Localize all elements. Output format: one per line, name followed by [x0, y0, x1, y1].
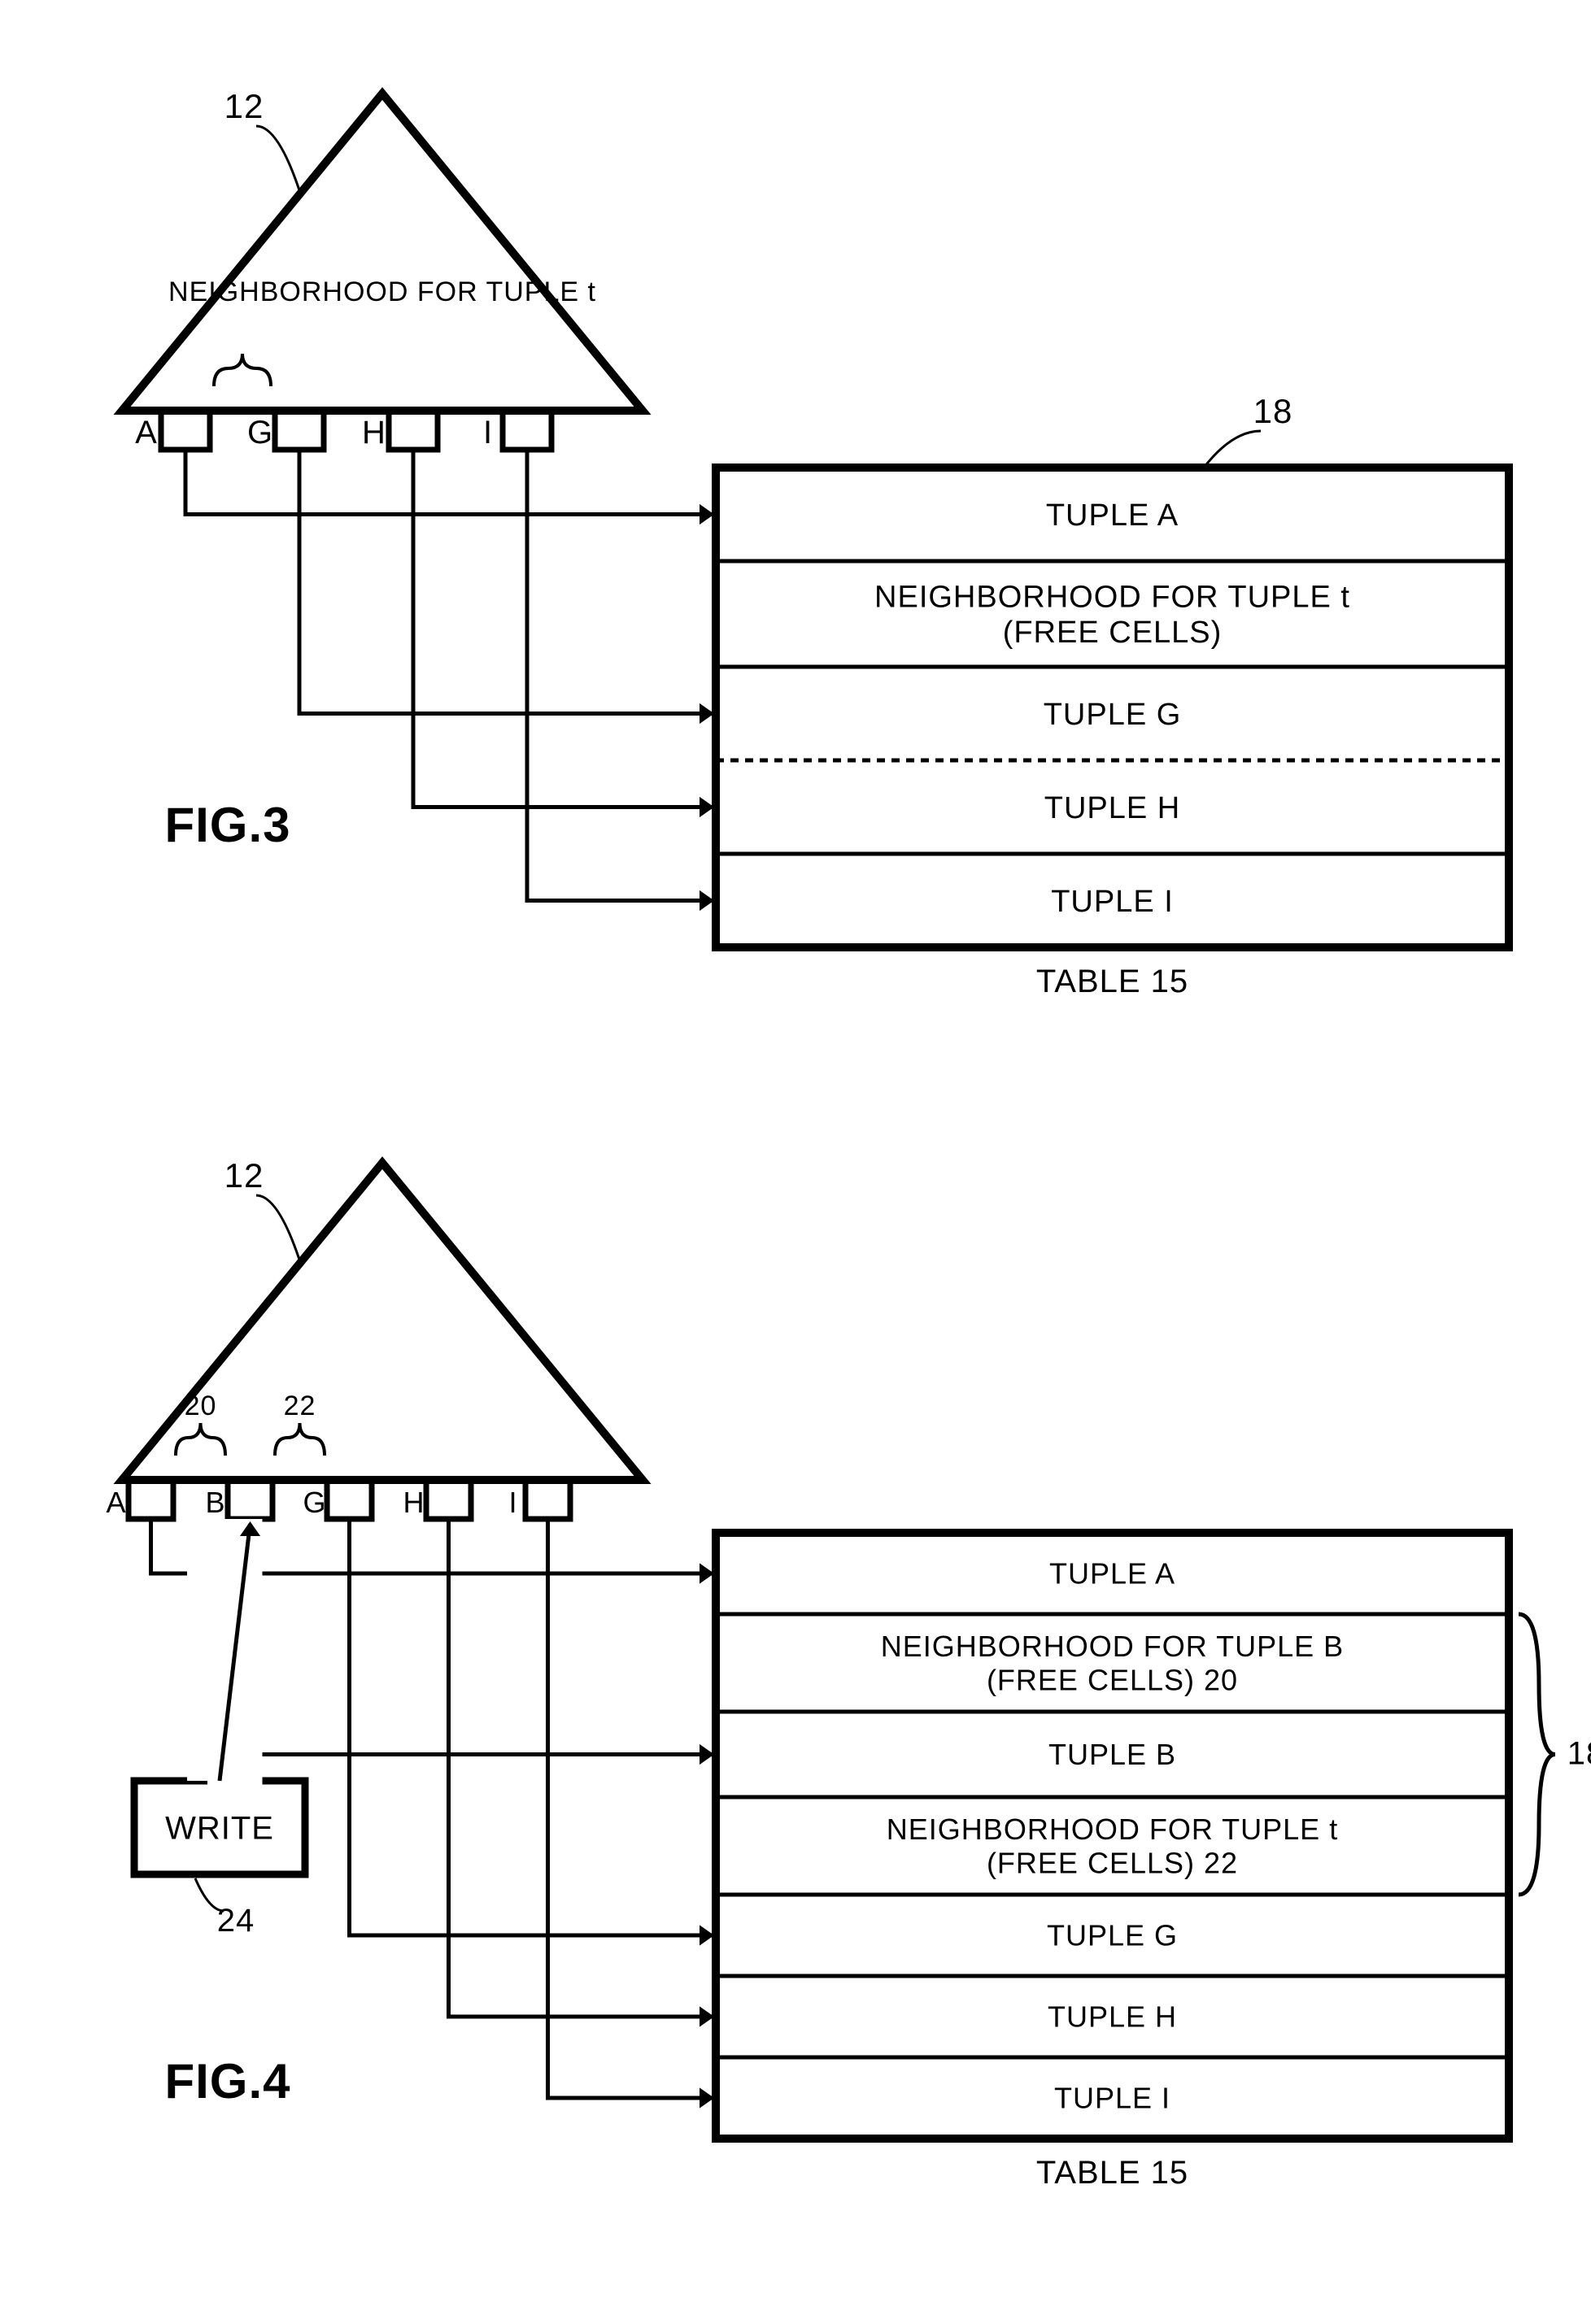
svg-text:TUPLE G: TUPLE G	[1044, 698, 1182, 732]
svg-text:NEIGHBORHOOD FOR TUPLE t: NEIGHBORHOOD FOR TUPLE t	[874, 580, 1350, 614]
svg-text:I: I	[508, 1486, 517, 1519]
fig4: 12 20 22 A B G H I TUPLE A NEIGHBORHOOD FOR TUPLE…	[106, 1156, 1591, 2191]
svg-text:A: A	[106, 1486, 126, 1519]
svg-text:18: 18	[1567, 1736, 1591, 1772]
svg-text:18: 18	[1253, 392, 1293, 430]
svg-text:G: G	[303, 1486, 326, 1519]
svg-text:20: 20	[185, 1390, 217, 1421]
svg-text:22: 22	[284, 1390, 316, 1421]
svg-text:NEIGHBORHOOD FOR TUPLE t: NEIGHBORHOOD FOR TUPLE t	[887, 1813, 1338, 1846]
svg-text:(FREE CELLS) 20: (FREE CELLS) 20	[987, 1663, 1238, 1696]
svg-text:TABLE 15: TABLE 15	[1036, 964, 1188, 999]
svg-text:B: B	[205, 1486, 225, 1519]
svg-text:I: I	[483, 415, 493, 450]
svg-text:TUPLE H: TUPLE H	[1048, 2000, 1177, 2034]
svg-text:TUPLE I: TUPLE I	[1051, 885, 1174, 919]
svg-text:H: H	[362, 415, 386, 450]
svg-text:TABLE 15: TABLE 15	[1036, 2155, 1188, 2191]
page: 12 NEIGHBORHOOD FOR TUPLE t A G H I TUPLE A NEI…	[0, 0, 1591, 2324]
svg-text:WRITE: WRITE	[165, 1811, 274, 1847]
svg-text:TUPLE G: TUPLE G	[1047, 1919, 1178, 1952]
svg-text:FIG.3: FIG.3	[164, 798, 290, 852]
svg-text:FIG.4: FIG.4	[164, 2054, 290, 2109]
fig3: 12 NEIGHBORHOOD FOR TUPLE t A G H I TUPLE A NEI…	[122, 87, 1509, 999]
svg-text:H: H	[403, 1486, 425, 1519]
svg-text:TUPLE A: TUPLE A	[1046, 498, 1179, 533]
svg-text:NEIGHBORHOOD FOR TUPLE B: NEIGHBORHOOD FOR TUPLE B	[881, 1630, 1344, 1663]
svg-text:G: G	[247, 415, 273, 450]
svg-text:(FREE CELLS): (FREE CELLS)	[1003, 616, 1223, 650]
svg-text:TUPLE A: TUPLE A	[1049, 1557, 1175, 1591]
svg-text:NEIGHBORHOOD FOR TUPLE t: NEIGHBORHOOD FOR TUPLE t	[168, 276, 596, 307]
svg-text:(FREE CELLS) 22: (FREE CELLS) 22	[987, 1846, 1238, 1879]
svg-text:24: 24	[217, 1903, 255, 1939]
svg-text:TUPLE H: TUPLE H	[1044, 791, 1180, 825]
svg-text:TUPLE I: TUPLE I	[1054, 2082, 1170, 2115]
svg-text:12: 12	[224, 1156, 264, 1195]
svg-text:12: 12	[224, 87, 264, 125]
diagram-svg: 12 NEIGHBORHOOD FOR TUPLE t A G H I TUPLE A NEI…	[0, 0, 1591, 2324]
svg-text:TUPLE B: TUPLE B	[1048, 1738, 1176, 1771]
svg-text:A: A	[135, 415, 158, 450]
